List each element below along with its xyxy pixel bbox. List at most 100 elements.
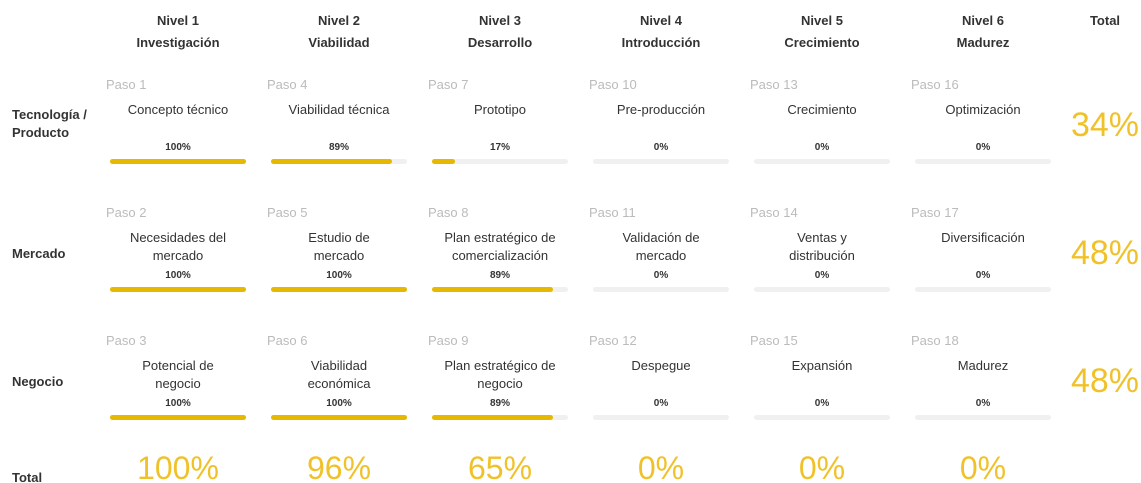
- step-label: Paso 10: [589, 77, 637, 92]
- progress-track: [754, 415, 890, 420]
- step-name: Plan estratégico de negocio: [430, 357, 570, 393]
- step-name-line: mercado: [313, 248, 365, 263]
- total-header: Total: [1089, 13, 1121, 28]
- progress-label: 89%: [489, 270, 510, 281]
- progress-track: [432, 415, 568, 420]
- step-name: Plan estratégico de comercialización: [430, 229, 570, 265]
- step-name-line: Potencial de: [142, 358, 214, 373]
- row-total: 48%: [1070, 234, 1140, 272]
- progress-label: 100%: [165, 398, 191, 409]
- progress-track: [271, 287, 407, 292]
- step-name-line: Estudio de: [308, 230, 370, 245]
- step-name: Necesidades del mercado: [108, 229, 248, 265]
- step-name: Diversificación: [913, 229, 1053, 247]
- progress-fill: [110, 159, 246, 164]
- step-name-line: Pre-producción: [616, 102, 706, 117]
- progress-track: [593, 415, 729, 420]
- step-label: Paso 11: [589, 205, 636, 220]
- progress-track: [432, 287, 568, 292]
- level-label: Nivel 2: [318, 13, 360, 28]
- step-label: Paso 15: [750, 333, 798, 348]
- step-name-line: Viabilidad técnica: [288, 102, 390, 117]
- level-name: Crecimiento: [784, 35, 860, 50]
- progress-track: [432, 159, 568, 164]
- progress-track: [593, 287, 729, 292]
- step-name-line: Optimización: [945, 102, 1021, 117]
- step-name: Pre-producción: [591, 101, 731, 119]
- progress-track: [110, 287, 246, 292]
- total-row-label: Total: [12, 470, 43, 483]
- step-name-line: Crecimiento: [787, 102, 857, 117]
- column-total: 0%: [637, 450, 685, 483]
- progress-fill: [432, 287, 554, 292]
- progress-fill: [271, 415, 407, 420]
- level-name: Investigación: [136, 35, 220, 50]
- step-name-line: económica: [307, 376, 371, 391]
- progress-track: [754, 287, 890, 292]
- progress-fill: [432, 415, 554, 420]
- step-name-line: Madurez: [957, 358, 1009, 373]
- column-total: 65%: [467, 450, 533, 483]
- progress-track: [915, 159, 1051, 164]
- progress-label: 0%: [653, 270, 669, 281]
- step-name: Crecimiento: [752, 101, 892, 119]
- level-name: Madurez: [956, 35, 1010, 50]
- progress-label: 0%: [975, 270, 991, 281]
- progress-fill: [271, 159, 393, 164]
- level-label: Nivel 6: [962, 13, 1004, 28]
- step-name-line: mercado: [635, 248, 687, 263]
- step-name-line: Validación de: [622, 230, 700, 245]
- step-name-line: Necesidades del: [129, 230, 227, 245]
- progress-track: [915, 287, 1051, 292]
- step-name: Expansión: [752, 357, 892, 375]
- step-name-line: Concepto técnico: [127, 102, 229, 117]
- progress-label: 100%: [165, 142, 191, 153]
- step-name: Viabilidad técnica: [269, 101, 409, 119]
- step-name-line: Ventas y: [797, 230, 847, 245]
- step-label: Paso 3: [106, 333, 147, 348]
- level-name: Viabilidad: [308, 35, 370, 50]
- step-name: Potencial de negocio: [108, 357, 248, 393]
- step-name-line: Expansión: [791, 358, 853, 373]
- progress-label: 0%: [814, 270, 830, 281]
- step-name: Ventas y distribución: [752, 229, 892, 265]
- step-name-line: negocio: [477, 376, 523, 391]
- step-label: Paso 9: [428, 333, 469, 348]
- progress-label: 100%: [165, 270, 191, 281]
- step-name: Viabilidad económica: [269, 357, 409, 393]
- step-name-line: Despegue: [631, 358, 691, 373]
- step-label: Paso 14: [750, 205, 798, 220]
- step-name-line: Viabilidad: [310, 358, 368, 373]
- step-label: Paso 4: [267, 77, 308, 92]
- level-label: Nivel 1: [157, 13, 199, 28]
- step-name-line: negocio: [155, 376, 201, 391]
- row-total: 34%: [1070, 106, 1140, 144]
- step-label: Paso 1: [106, 77, 147, 92]
- step-name-line: mercado: [152, 248, 204, 263]
- column-total: 0%: [959, 450, 1007, 483]
- progress-fill: [271, 287, 407, 292]
- progress-label: 0%: [814, 142, 830, 153]
- step-label: Paso 12: [589, 333, 637, 348]
- step-label: Paso 8: [428, 205, 469, 220]
- step-name-line: Plan estratégico de: [444, 230, 556, 245]
- progress-track: [915, 415, 1051, 420]
- progress-fill: [110, 415, 246, 420]
- step-label: Paso 7: [428, 77, 469, 92]
- step-name-line: distribución: [789, 248, 855, 263]
- row-label: Tecnología / Producto: [12, 107, 87, 140]
- progress-fill: [432, 159, 456, 164]
- step-name-line: Diversificación: [941, 230, 1025, 245]
- progress-label: 0%: [975, 142, 991, 153]
- level-label: Nivel 4: [640, 13, 682, 28]
- step-name: Despegue: [591, 357, 731, 375]
- progress-label: 0%: [653, 398, 669, 409]
- step-name: Prototipo: [430, 101, 570, 119]
- step-label: Paso 6: [267, 333, 308, 348]
- progress-label: 100%: [326, 270, 352, 281]
- step-label: Paso 13: [750, 77, 798, 92]
- step-name: Concepto técnico: [108, 101, 248, 119]
- step-name-line: Plan estratégico de: [444, 358, 556, 373]
- step-label: Paso 16: [911, 77, 959, 92]
- level-name: Desarrollo: [467, 35, 533, 50]
